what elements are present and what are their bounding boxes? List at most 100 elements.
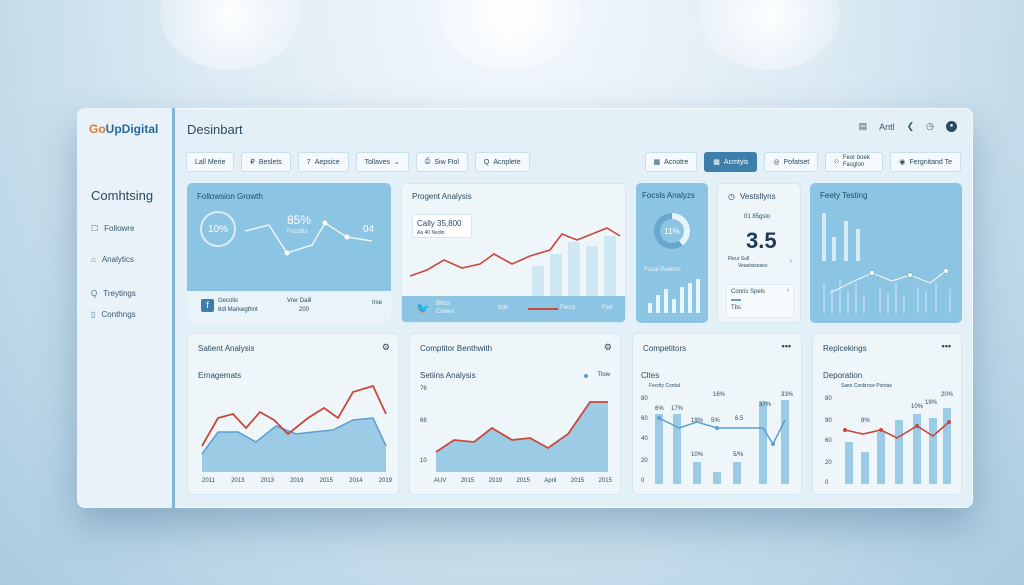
tollaves-dropdown[interactable]: Tollaves ⌄ [355,152,409,172]
stats-foot: Fleur Sull [728,256,750,262]
sidebar-item-analytics[interactable]: ⌂ Analytics [91,255,134,264]
data-point [843,428,847,432]
box-icon: ☐ [91,224,99,233]
y-axis-label: 68 [420,418,427,424]
acnotre-button[interactable]: ▦ Acnotre [644,152,698,172]
circle-icon: ◉ [899,159,906,166]
chart-bar [733,462,741,484]
light-glow [160,0,300,70]
sidebar-item-followers[interactable]: ☐ Followre [91,224,135,233]
dashboard-window: GoUpDigital Comhtsing ☐ Followre ⌂ Analyti… [77,108,973,508]
y-axis-label: 0 [641,478,645,484]
stats-list: Conris Spels Tbs › [726,284,794,318]
chart-bar [568,242,580,296]
chart-bar [713,472,721,484]
back-icon[interactable]: ❮ [906,121,915,131]
calendar-icon[interactable]: ▤ [858,121,868,131]
legend-label: Tlow [597,372,610,378]
data-point [869,270,875,276]
data-point [284,250,290,256]
chart-bar [680,287,684,313]
footer-label: Vrer Daill [287,298,312,304]
footer-label: 200 [299,307,310,313]
toolbar-left: Lall Merie ₽ Beslets 7 Aepsice Tollaves ⌄ ⎙… [186,152,530,172]
light-glow [700,0,840,70]
card-title: Feety Testing [820,191,868,200]
y-axis-label: 60 [641,416,648,422]
chevron-right-icon[interactable]: › [789,258,792,265]
bell-icon[interactable]: ◷ [926,121,934,131]
chart-bar [693,462,701,484]
y-axis-label: 10 [420,458,427,464]
blue-line [658,417,786,446]
card-subtitle: Deporation [823,371,863,380]
x-axis-labels: AUV 2015 2019 2015 April 2015 2015 [434,478,612,484]
stats-card: ◷ Vestsllyns 01 85gslo 3.5 Fleur Sull Ve… [717,183,801,323]
data-label: 6% [655,406,664,412]
account-icon[interactable]: ● [946,121,957,132]
y-axis-label: 20 [825,460,832,466]
competitors-chart [655,400,789,484]
data-point [943,268,949,274]
facebook-icon: f [201,299,214,312]
program-area-chart [409,227,621,296]
view-file-button[interactable]: ⎙ Siw Fiol [415,152,468,172]
card-title: Satient Analysis [198,344,255,353]
program-footer: 🐦 Brbol Cowes Irde Fecre Fed [402,296,625,322]
header-account-label[interactable]: Antl [879,121,895,132]
fergnitand-button[interactable]: ◉ Fergnitand Te [890,152,961,172]
chart-bar [532,266,544,296]
area-fill [202,418,386,472]
competitors-card: Competitors ••• Cltes Fecrity Contal 80 … [632,333,802,495]
data-label: 10% [691,452,704,458]
chart-bar [648,303,652,313]
data-label: 19% [925,400,938,406]
data-label: 10% [911,404,924,410]
feedback-button[interactable]: ◇ Feor boek Fasglon [825,152,884,172]
data-label: 5% [711,418,720,424]
chart-bar [672,299,676,313]
data-point [322,220,328,226]
card-title: Comptitor Benthwith [420,344,493,353]
donut-percent: 11% [660,219,684,243]
growth-percent: 85% [287,213,312,227]
chart-bar [759,402,767,484]
baselets-button[interactable]: ₽ Beslets [241,152,291,172]
red-line [844,421,950,439]
focus-sub-label: Focal Poeires [644,267,681,273]
chart-bar [604,236,616,296]
y-axis-label: 0 [825,480,829,486]
sidebar-item-settings[interactable]: ▯ Conthngs [91,310,136,319]
card-title: Vestsllyns [740,192,776,201]
chart-bar [844,221,848,261]
data-label: 5/% [733,452,744,458]
more-options-icon[interactable]: ••• [941,341,951,351]
chevron-down-icon: ⌄ [393,159,400,166]
more-options-icon[interactable]: ••• [781,341,791,351]
program-analysis-card: Progent Analysis Cally 35,800 Aa 40 Nedi… [401,183,626,323]
aepsice-button[interactable]: 7 Aepsice [297,152,349,172]
percent-circle: 10% [200,211,236,247]
settings-icon[interactable]: ⚙ [603,342,612,352]
card-title: Progent Analysis [412,192,472,201]
replacements-chart [843,408,951,484]
sidebar-item-testings[interactable]: Q Treytings [91,289,136,298]
document-icon: ▯ [91,310,96,319]
menu-button[interactable]: Lall Merie [186,152,235,172]
footer-label: Gecolis [218,298,239,304]
chevron-right-icon[interactable]: › [786,287,789,294]
chart-bar [895,420,903,484]
light-glow [440,0,580,70]
preset-button[interactable]: ◎ Pofatset [764,152,819,172]
chart-bar [673,414,681,484]
chart-bar [822,213,826,261]
legend-dot [584,374,588,378]
area-fill [436,402,608,472]
settings-icon[interactable]: ⚙ [381,342,390,352]
brand-logo[interactable]: GoUpDigital [89,122,159,136]
activity-button[interactable]: ▦ Acmtyis [704,152,758,172]
card-title: Followsion Growth [197,192,263,201]
salient-analysis-card: Satient Analysis ⚙ Ernagemats 2011 2013 … [187,333,399,495]
search-button[interactable]: Q Acnplete [474,152,530,172]
data-point [879,428,883,432]
